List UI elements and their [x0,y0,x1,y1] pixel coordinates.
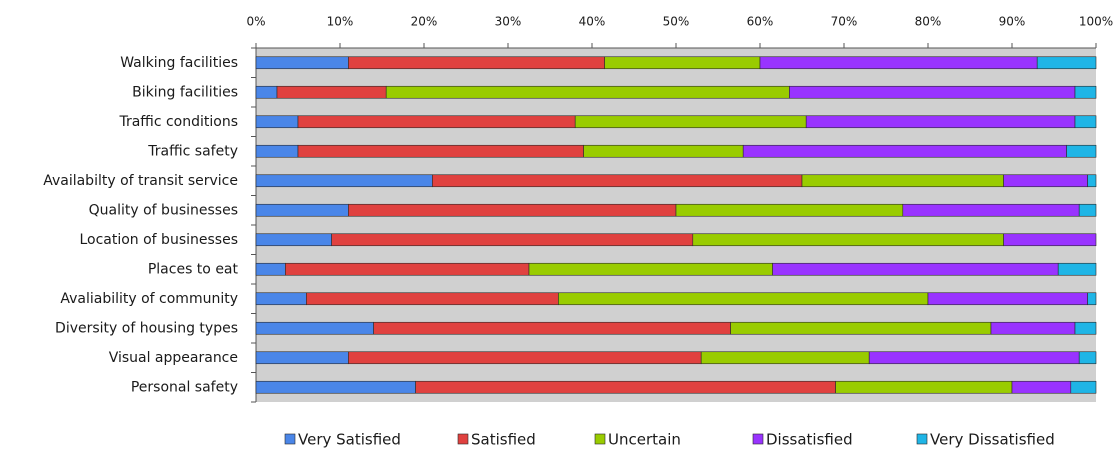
bar-segment-satisfied [297,115,576,129]
bar-segment-dissatisfied [868,351,1080,365]
bar-segment-very-satisfied [255,321,374,335]
x-tick-label: 70% [831,15,858,29]
x-tick-label: 80% [915,15,942,29]
x-tick-label: 90% [999,15,1026,29]
bar-segment-satisfied [415,380,836,394]
bar-segment-satisfied [285,262,530,276]
category-label: Walking facilities [120,55,238,71]
bar-segment-very-satisfied [255,203,349,217]
bar-segment-very-satisfied [255,380,416,394]
x-tick-label: 20% [411,15,438,29]
bar-segment-uncertain [583,144,744,158]
bar-segment-very-satisfied [255,85,278,99]
x-tick-label: 10% [327,15,354,29]
category-label: Traffic safety [147,143,238,159]
bar-segment-very-satisfied [255,292,307,306]
bar-segment-very-satisfied [255,351,349,365]
category-label: Places to eat [148,261,239,277]
bar-segment-uncertain [558,292,929,306]
bar-segment-satisfied [432,174,803,188]
category-label: Location of businesses [79,232,238,248]
bar-segment-very-dissatisfied [1066,144,1097,158]
bar-segment-uncertain [801,174,1004,188]
bar-segment-uncertain [385,85,790,99]
bar-segment-uncertain [692,233,1004,247]
bar-segment-satisfied [306,292,559,306]
legend-label: Satisfied [471,431,536,449]
legend-swatch [594,433,606,445]
category-label: Personal safety [131,379,238,395]
bar-segment-dissatisfied [805,115,1076,129]
x-tick-label: 50% [663,15,690,29]
bar-segment-uncertain [528,262,773,276]
bar-segment-dissatisfied [772,262,1059,276]
legend-label: Very Dissatisfied [930,431,1055,449]
x-tick-label: 100% [1079,15,1113,29]
bar-segment-satisfied [373,321,731,335]
legend-swatch [916,433,928,445]
bar-segment-very-dissatisfied [1074,85,1097,99]
x-tick-label: 40% [579,15,606,29]
bar-segment-very-satisfied [255,144,299,158]
bar-segment-very-satisfied [255,233,332,247]
category-label: Diversity of housing types [55,320,238,336]
category-label: Avaliability of community [60,291,238,307]
bar-segment-very-satisfied [255,115,299,129]
bar-segment-very-dissatisfied [1078,203,1097,217]
bar-segment-uncertain [574,115,807,129]
bar-segment-uncertain [700,351,870,365]
bar-segment-satisfied [276,85,387,99]
category-label: Biking facilities [132,84,238,100]
legend-label: Uncertain [608,431,681,449]
legend-label: Dissatisfied [766,431,853,449]
category-label: Availabilty of transit service [43,173,238,189]
category-label: Quality of businesses [89,202,238,218]
bar-segment-dissatisfied [927,292,1088,306]
bar-segment-uncertain [604,56,761,70]
legend-label: Very Satisfied [298,431,401,449]
bar-segment-uncertain [835,380,1013,394]
bar-segment-dissatisfied [789,85,1076,99]
bar-segment-dissatisfied [759,56,1038,70]
x-tick-label: 0% [246,15,265,29]
bar-segment-very-satisfied [255,174,433,188]
bar-segment-very-dissatisfied [1070,380,1097,394]
bar-segment-very-dissatisfied [1087,174,1097,188]
bar-segment-very-dissatisfied [1036,56,1097,70]
plot-area [256,48,1096,402]
bar-segment-dissatisfied [990,321,1076,335]
bar-segment-very-satisfied [255,56,349,70]
legend-swatch [457,433,469,445]
bar-segment-very-satisfied [255,262,286,276]
bar-segment-dissatisfied [1011,380,1072,394]
bar-segment-very-dissatisfied [1074,115,1097,129]
bar-segment-very-dissatisfied [1087,292,1097,306]
bar-segment-dissatisfied [742,144,1067,158]
bar-segment-very-dissatisfied [1057,262,1097,276]
x-tick-label: 60% [747,15,774,29]
bar-segment-uncertain [675,203,904,217]
bar-segment-satisfied [348,56,605,70]
bar-segment-dissatisfied [1003,233,1097,247]
bar-segment-satisfied [348,351,702,365]
legend-swatch [284,433,296,445]
category-label: Traffic conditions [118,114,238,130]
x-tick-label: 30% [495,15,522,29]
category-label: Visual appearance [109,350,238,366]
bar-segment-uncertain [730,321,992,335]
bar-segment-very-dissatisfied [1074,321,1097,335]
bar-segment-dissatisfied [902,203,1080,217]
bar-segment-dissatisfied [1003,174,1088,188]
bar-segment-satisfied [331,233,694,247]
bar-segment-very-dissatisfied [1078,351,1097,365]
bar-segment-satisfied [348,203,677,217]
legend-swatch [752,433,764,445]
bar-segment-satisfied [297,144,584,158]
